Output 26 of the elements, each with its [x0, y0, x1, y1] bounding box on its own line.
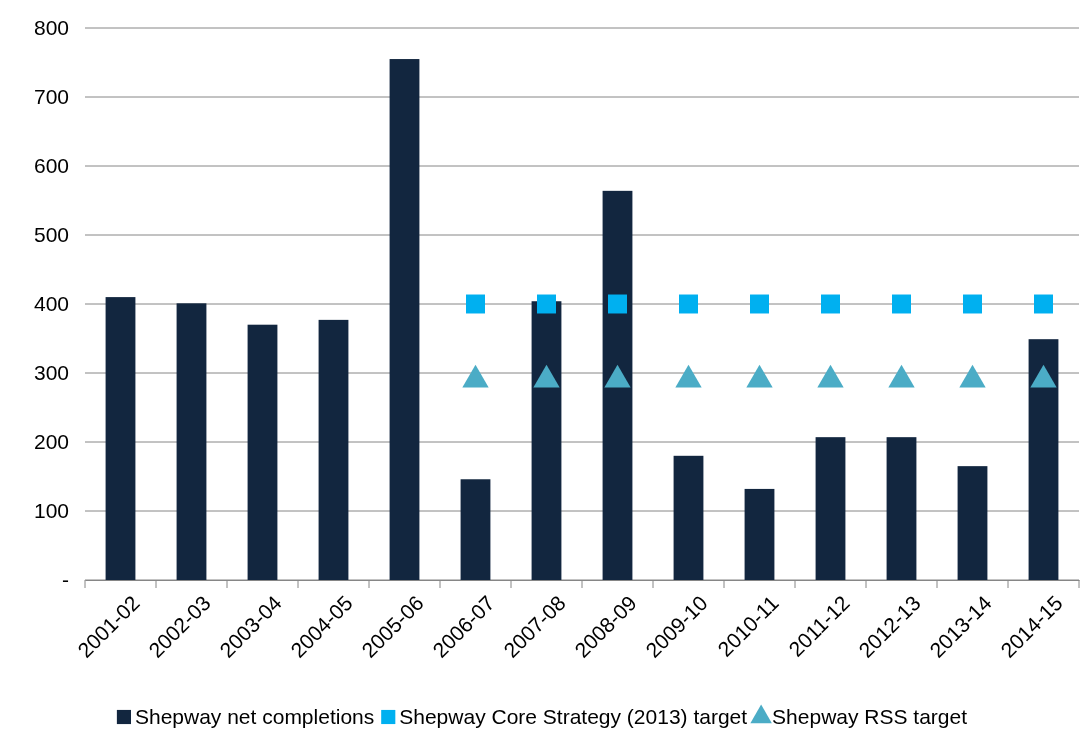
- bar: [247, 324, 278, 580]
- bar: [957, 466, 988, 580]
- bar: [744, 488, 775, 580]
- y-tick-label: 200: [33, 430, 69, 454]
- legend-label: Shepway Core Strategy (2013) target: [399, 705, 748, 729]
- bar: [531, 301, 562, 580]
- legend-label: Shepway RSS target: [772, 705, 968, 729]
- y-tick-label: 600: [33, 154, 69, 178]
- y-tick-label: 100: [33, 499, 69, 523]
- y-tick-label: 400: [33, 292, 69, 316]
- y-tick-label: -: [62, 568, 69, 592]
- y-tick-label: 300: [33, 361, 69, 385]
- bar: [389, 59, 420, 580]
- y-tick-label: 800: [33, 16, 69, 40]
- bar: [1028, 339, 1059, 580]
- bar: [815, 437, 846, 580]
- bar: [176, 303, 207, 580]
- bar: [318, 319, 349, 580]
- y-tick-label: 700: [33, 85, 69, 109]
- bar: [602, 190, 633, 580]
- legend-label: Shepway net completions: [134, 705, 375, 729]
- y-tick-label: 500: [33, 223, 69, 247]
- bar: [673, 455, 704, 580]
- bar: [886, 437, 917, 580]
- bar: [105, 297, 136, 580]
- bar: [460, 479, 491, 580]
